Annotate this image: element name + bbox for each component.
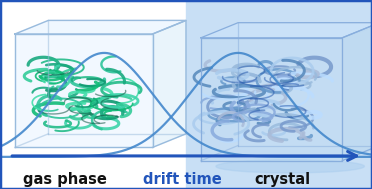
Polygon shape xyxy=(342,25,372,161)
Text: drift time: drift time xyxy=(143,172,222,187)
Polygon shape xyxy=(153,20,186,147)
Text: gas phase: gas phase xyxy=(23,172,107,187)
Polygon shape xyxy=(15,20,186,34)
Ellipse shape xyxy=(216,160,365,173)
Bar xyxy=(15,34,153,147)
Bar xyxy=(201,38,342,161)
Bar xyxy=(186,0,372,189)
Polygon shape xyxy=(201,25,372,38)
Text: crystal: crystal xyxy=(255,172,311,187)
